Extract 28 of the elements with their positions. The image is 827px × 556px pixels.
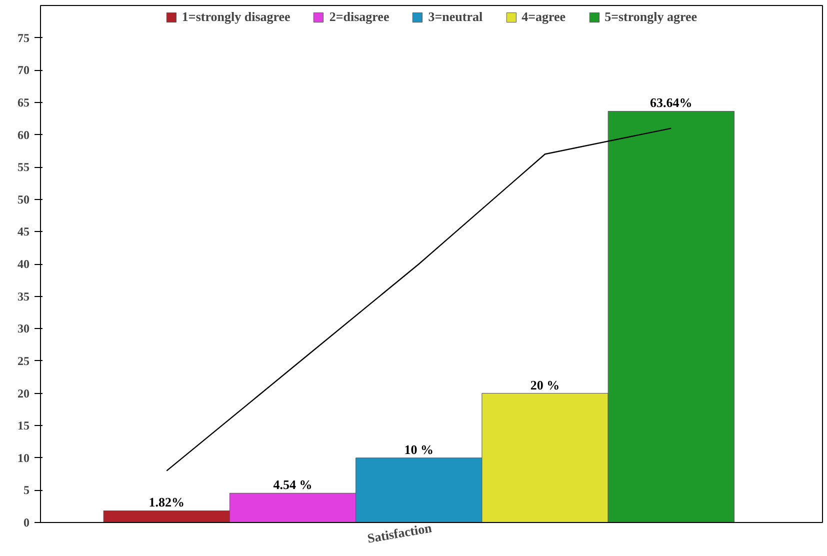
legend-label: 5=strongly agree (604, 9, 698, 25)
y-tick-label: 35 (18, 289, 30, 304)
data-label: 20 % (530, 377, 560, 392)
y-tick-label: 0 (24, 516, 30, 530)
y-tick-label: 60 (18, 128, 30, 142)
y-tick-label: 5 (24, 483, 30, 498)
y-tick-label: 40 (18, 257, 30, 271)
y-tick-label: 70 (18, 63, 30, 78)
legend-label: 4=agree (522, 9, 566, 25)
data-label: 4.54 % (273, 477, 312, 492)
y-tick-label: 75 (18, 30, 30, 45)
y-tick-label: 10 (18, 450, 30, 465)
data-label: 1.82% (148, 494, 185, 510)
data-label: 10 % (404, 442, 434, 457)
y-tick-label: 30 (18, 322, 30, 336)
y-tick-label: 25 (18, 354, 30, 368)
y-tick-label: 65 (18, 95, 30, 110)
line-series (166, 128, 672, 472)
legend-label: 3=neutral (428, 9, 483, 25)
legend-label: 1=strongly disagree (182, 9, 290, 25)
x-axis-title: Satisfaction (366, 520, 434, 546)
y-tick-label: 50 (18, 192, 30, 206)
legend-label: 2=disagree (329, 9, 390, 25)
y-tick-label: 15 (18, 418, 30, 433)
y-tick-label: 20 (18, 386, 30, 400)
y-tick-label: 55 (18, 160, 30, 174)
data-label: 63.64% (650, 95, 692, 110)
y-tick-label: 45 (18, 224, 30, 239)
